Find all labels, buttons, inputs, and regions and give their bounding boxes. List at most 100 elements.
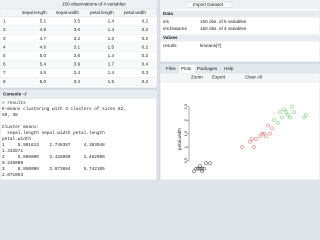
column-name: petal.width — [124, 10, 146, 15]
table-cell: 1.4 — [108, 53, 115, 58]
table-cell: 1.4 — [108, 27, 115, 32]
toolbar-button[interactable]: Clear All — [245, 75, 262, 80]
pane-tab[interactable]: Files — [166, 66, 176, 71]
data-point — [194, 166, 198, 171]
import-dataset[interactable]: Import Dataset — [193, 2, 224, 7]
y-tick-label: 2 — [183, 118, 188, 121]
data-point — [260, 131, 264, 136]
table-cell: 6 — [3, 62, 6, 67]
column-name: sepal.length — [22, 10, 47, 15]
data-point — [288, 115, 292, 120]
data-point — [286, 112, 290, 117]
plots-tabs — [160, 64, 320, 73]
viewer-summary: 150 observations of 4 variables — [62, 2, 126, 7]
pane-tab[interactable]: Plots — [181, 66, 192, 71]
import-button[interactable] — [185, 1, 233, 8]
console-line: > results — [2, 101, 26, 106]
plots-pane — [159, 63, 320, 180]
console-title: Console ~/ — [3, 92, 27, 97]
environment-toolbar — [160, 0, 320, 9]
table-cell: 3.2 — [74, 36, 81, 41]
table-cell: 3.5 — [74, 19, 81, 24]
data-point — [264, 134, 268, 139]
data-point — [276, 121, 280, 125]
data-point — [262, 131, 266, 136]
data-point — [258, 134, 262, 139]
table-cell: 0.2 — [142, 36, 149, 41]
table-cell: 1.3 — [108, 36, 115, 41]
data-point — [272, 118, 276, 122]
table-cell: 8 — [3, 79, 6, 84]
table-cell: 4.9 — [40, 27, 47, 32]
section-header — [160, 34, 320, 42]
column-name: petal.length — [90, 10, 114, 15]
table-cell: 4 — [3, 44, 6, 49]
table-cell: 3.4 — [74, 79, 81, 84]
console-line: 1 5.901613 2.748387 4.393548 — [2, 143, 105, 148]
console-line: Cluster means: — [2, 125, 39, 130]
table-cell: 0.2 — [142, 79, 149, 84]
environment-pane — [159, 0, 320, 63]
toolbar-button[interactable]: Zoom — [191, 75, 203, 80]
y-axis-label: petal.width — [177, 128, 182, 150]
rstudio-window: 150 observations of 4 variables Console … — [0, 0, 320, 180]
console-line: petal.width — [2, 137, 31, 142]
console-pane — [0, 89, 158, 180]
table-cell: 0.2 — [142, 19, 149, 24]
data-point — [248, 139, 252, 144]
console-line: K-means clustering with 3 clusters of si… — [2, 107, 126, 112]
data-point — [280, 115, 284, 120]
data-point — [200, 166, 204, 171]
console-line: sepal.length sepal.width petal.length — [2, 131, 105, 136]
table-cell: 3.0 — [74, 27, 81, 32]
data-point — [282, 107, 286, 112]
pane-tab[interactable]: Help — [224, 66, 234, 71]
data-point — [240, 145, 244, 149]
console-line: 3 6.850000 3.073684 5.742105 — [2, 167, 105, 172]
env-name[interactable]: results — [163, 43, 177, 48]
table-cell: 1.5 — [108, 79, 115, 84]
viewer-header — [0, 0, 157, 9]
table-cell: 4.6 — [40, 44, 47, 49]
env-name[interactable]: iris.features — [163, 26, 187, 31]
data-point — [198, 166, 202, 171]
table-row — [0, 77, 158, 86]
env-value: 150 obs. of 5 variables — [200, 19, 247, 24]
data-point — [284, 110, 288, 114]
data-point — [292, 110, 296, 114]
table-cell: 5 — [3, 53, 6, 58]
data-point — [196, 166, 200, 171]
data-point — [254, 137, 258, 141]
data-point — [278, 110, 282, 114]
table-cell: 2 — [3, 27, 6, 32]
table-cell: 1 — [3, 19, 6, 24]
table-cell: 3.9 — [74, 62, 81, 67]
data-point — [204, 161, 208, 166]
pane-tab[interactable]: Packages — [197, 66, 218, 71]
console-line: 2.071053 — [2, 173, 23, 178]
y-tick-label: 0.5 — [183, 157, 188, 163]
active-tab — [179, 65, 195, 73]
data-point — [250, 137, 254, 141]
toolbar-button[interactable]: Export — [212, 75, 226, 80]
data-point — [198, 164, 202, 168]
column-name: sepal.width — [56, 10, 79, 15]
data-point — [268, 131, 272, 136]
env-name[interactable]: iris — [163, 19, 170, 24]
table-cell: 0.3 — [142, 70, 149, 75]
console-line: 0.246000 — [2, 161, 23, 166]
table-cell: 1.4 — [108, 70, 115, 75]
table-cell: 3.6 — [74, 53, 81, 58]
data-point — [266, 123, 270, 128]
data-point — [270, 126, 274, 131]
console-line: 2 5.006000 3.428000 1.462000 — [2, 155, 105, 160]
y-tick-label: 1 — [183, 145, 188, 148]
table-cell: 4.7 — [40, 36, 47, 41]
data-point — [208, 161, 212, 166]
console-line: 1.433871 — [2, 149, 23, 154]
plots-toolbar — [159, 72, 320, 83]
table-cell: 7 — [3, 70, 6, 75]
table-cell: 5.4 — [40, 62, 47, 67]
table-cell: 5.1 — [40, 19, 47, 24]
y-tick-label: 2.5 — [183, 103, 188, 109]
